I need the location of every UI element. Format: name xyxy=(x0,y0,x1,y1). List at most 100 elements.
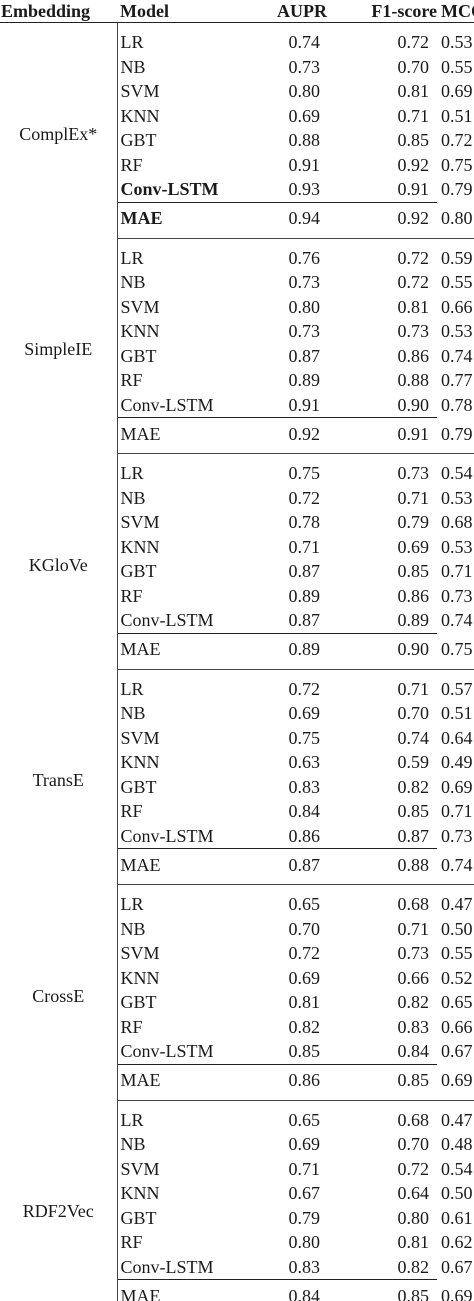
aupr-value: 0.87 xyxy=(288,345,321,366)
table-row: MAE 0.92 0.91 0.79 xyxy=(0,417,474,454)
model-name: GBT xyxy=(120,561,157,581)
f1-value: 0.71 xyxy=(397,105,430,126)
model-name: NB xyxy=(120,703,146,723)
aupr-value: 0.84 xyxy=(242,1279,327,1301)
mcc-value: 0.54 xyxy=(441,463,473,483)
model-name: RF xyxy=(120,154,143,175)
f1-value: 0.85 xyxy=(397,561,430,581)
model-name: MAE xyxy=(117,417,242,454)
mcc-value: 0.74 xyxy=(441,345,473,366)
mcc-value: 0.67 xyxy=(441,1041,473,1062)
table-row: GBT 0.87 0.85 0.71 xyxy=(0,559,474,584)
model-name: KNN xyxy=(120,967,160,988)
mcc-value: 0.57 xyxy=(441,678,473,699)
model-name: GBT xyxy=(120,1207,157,1228)
table-row: MAE 0.87 0.88 0.74 xyxy=(0,848,474,885)
f1-value: 0.70 xyxy=(397,703,430,723)
model-name: KNN xyxy=(120,752,160,772)
table-row: SVM 0.71 0.72 0.54 xyxy=(0,1157,474,1182)
table-row: NB 0.70 0.71 0.50 xyxy=(0,917,474,942)
f1-value: 0.80 xyxy=(397,1207,430,1228)
mcc-value: 0.49 xyxy=(441,752,473,772)
f1-value: 0.66 xyxy=(397,967,430,988)
table-row: Conv-LSTM 0.91 0.90 0.78 xyxy=(0,393,474,418)
mcc-value: 0.79 xyxy=(437,417,474,454)
model-name: GBT xyxy=(120,776,157,797)
mcc-value: 0.79 xyxy=(441,179,473,200)
model-name: LR xyxy=(120,678,144,699)
aupr-value: 0.75 xyxy=(288,727,321,748)
model-name: RF xyxy=(120,1016,143,1037)
mcc-value: 0.50 xyxy=(441,1183,473,1203)
model-name: GBT xyxy=(120,992,157,1012)
model-name: KNN xyxy=(120,1183,160,1203)
f1-value: 0.82 xyxy=(397,1256,430,1277)
mcc-value: 0.80 xyxy=(437,202,474,239)
mcc-value: 0.59 xyxy=(441,247,473,268)
aupr-value: 0.80 xyxy=(288,296,321,317)
table-row: SVM 0.72 0.73 0.55 xyxy=(0,941,474,966)
model-name: SVM xyxy=(120,1158,160,1179)
f1-value: 0.85 xyxy=(397,801,430,821)
aupr-value: 0.89 xyxy=(288,370,321,390)
f1-value: 0.85 xyxy=(327,1063,437,1101)
table-row: Conv-LSTM 0.86 0.87 0.73 xyxy=(0,824,474,849)
table-row: ComplEx* LR 0.74 0.72 0.53 xyxy=(0,22,474,238)
table-row: RF 0.89 0.88 0.77 xyxy=(0,368,474,393)
mcc-value: 0.47 xyxy=(441,894,473,914)
f1-value: 0.59 xyxy=(397,752,430,772)
embedding-name: CrossE xyxy=(0,884,118,1100)
model-name: SVM xyxy=(120,727,160,748)
f1-value: 0.88 xyxy=(397,370,430,390)
aupr-value: 0.70 xyxy=(288,918,321,939)
f1-value: 0.72 xyxy=(397,32,430,52)
mcc-value: 0.54 xyxy=(441,1158,473,1179)
mcc-value: 0.47 xyxy=(441,1109,473,1130)
aupr-value: 0.87 xyxy=(288,561,321,581)
mcc-value: 0.69 xyxy=(437,1279,474,1301)
table-row: NB 0.73 0.70 0.55 xyxy=(0,55,474,80)
table-row: SimpleIE LR 0.76 0.72 0.59 xyxy=(0,238,474,454)
aupr-value: 0.83 xyxy=(288,1256,321,1277)
mcc-value: 0.78 xyxy=(441,394,473,415)
model-name: LR xyxy=(120,463,144,483)
aupr-value: 0.84 xyxy=(288,801,321,821)
table-row: KNN 0.69 0.66 0.52 xyxy=(0,966,474,991)
aupr-value: 0.86 xyxy=(242,1063,327,1101)
mcc-value: 0.66 xyxy=(441,296,473,317)
table-row: GBT 0.83 0.82 0.69 xyxy=(0,775,474,800)
table-row: KNN 0.67 0.64 0.50 xyxy=(0,1181,474,1206)
table-row: RF 0.80 0.81 0.62 xyxy=(0,1230,474,1255)
aupr-value: 0.73 xyxy=(288,56,321,77)
mcc-value: 0.53 xyxy=(441,321,473,341)
f1-value: 0.72 xyxy=(397,1158,430,1179)
f1-value: 0.72 xyxy=(397,247,430,268)
header-embedding: Embedding xyxy=(0,0,117,23)
model-name: LR xyxy=(120,247,144,268)
f1-value: 0.79 xyxy=(397,512,430,532)
aupr-value: 0.81 xyxy=(288,992,321,1012)
table-row: MAE 0.89 0.90 0.75 xyxy=(0,632,474,670)
mcc-value: 0.71 xyxy=(441,561,473,581)
table-row: RDF2Vec LR 0.65 0.68 0.47 xyxy=(0,1100,474,1301)
model-name: MAE xyxy=(117,848,242,885)
model-name: LR xyxy=(120,894,144,914)
aupr-value: 0.87 xyxy=(242,848,327,885)
model-name: SVM xyxy=(120,296,160,317)
f1-value: 0.70 xyxy=(397,56,430,77)
header-model: Model xyxy=(117,0,242,23)
f1-value: 0.71 xyxy=(397,918,430,939)
mcc-value: 0.55 xyxy=(441,943,473,963)
mcc-value: 0.53 xyxy=(441,487,473,508)
table-row: TransE LR 0.72 0.71 0.57 xyxy=(0,669,474,885)
table-row: SVM 0.78 0.79 0.68 xyxy=(0,510,474,535)
model-name: Conv-LSTM xyxy=(120,394,214,415)
table-row: MAE 0.84 0.85 0.69 xyxy=(0,1279,474,1301)
model-name: LR xyxy=(120,32,144,52)
aupr-value: 0.71 xyxy=(288,1158,321,1179)
embedding-name: TransE xyxy=(0,669,118,885)
header-aupr: AUPR xyxy=(242,0,327,23)
model-name: NB xyxy=(120,1134,146,1154)
f1-value: 0.86 xyxy=(397,585,430,606)
